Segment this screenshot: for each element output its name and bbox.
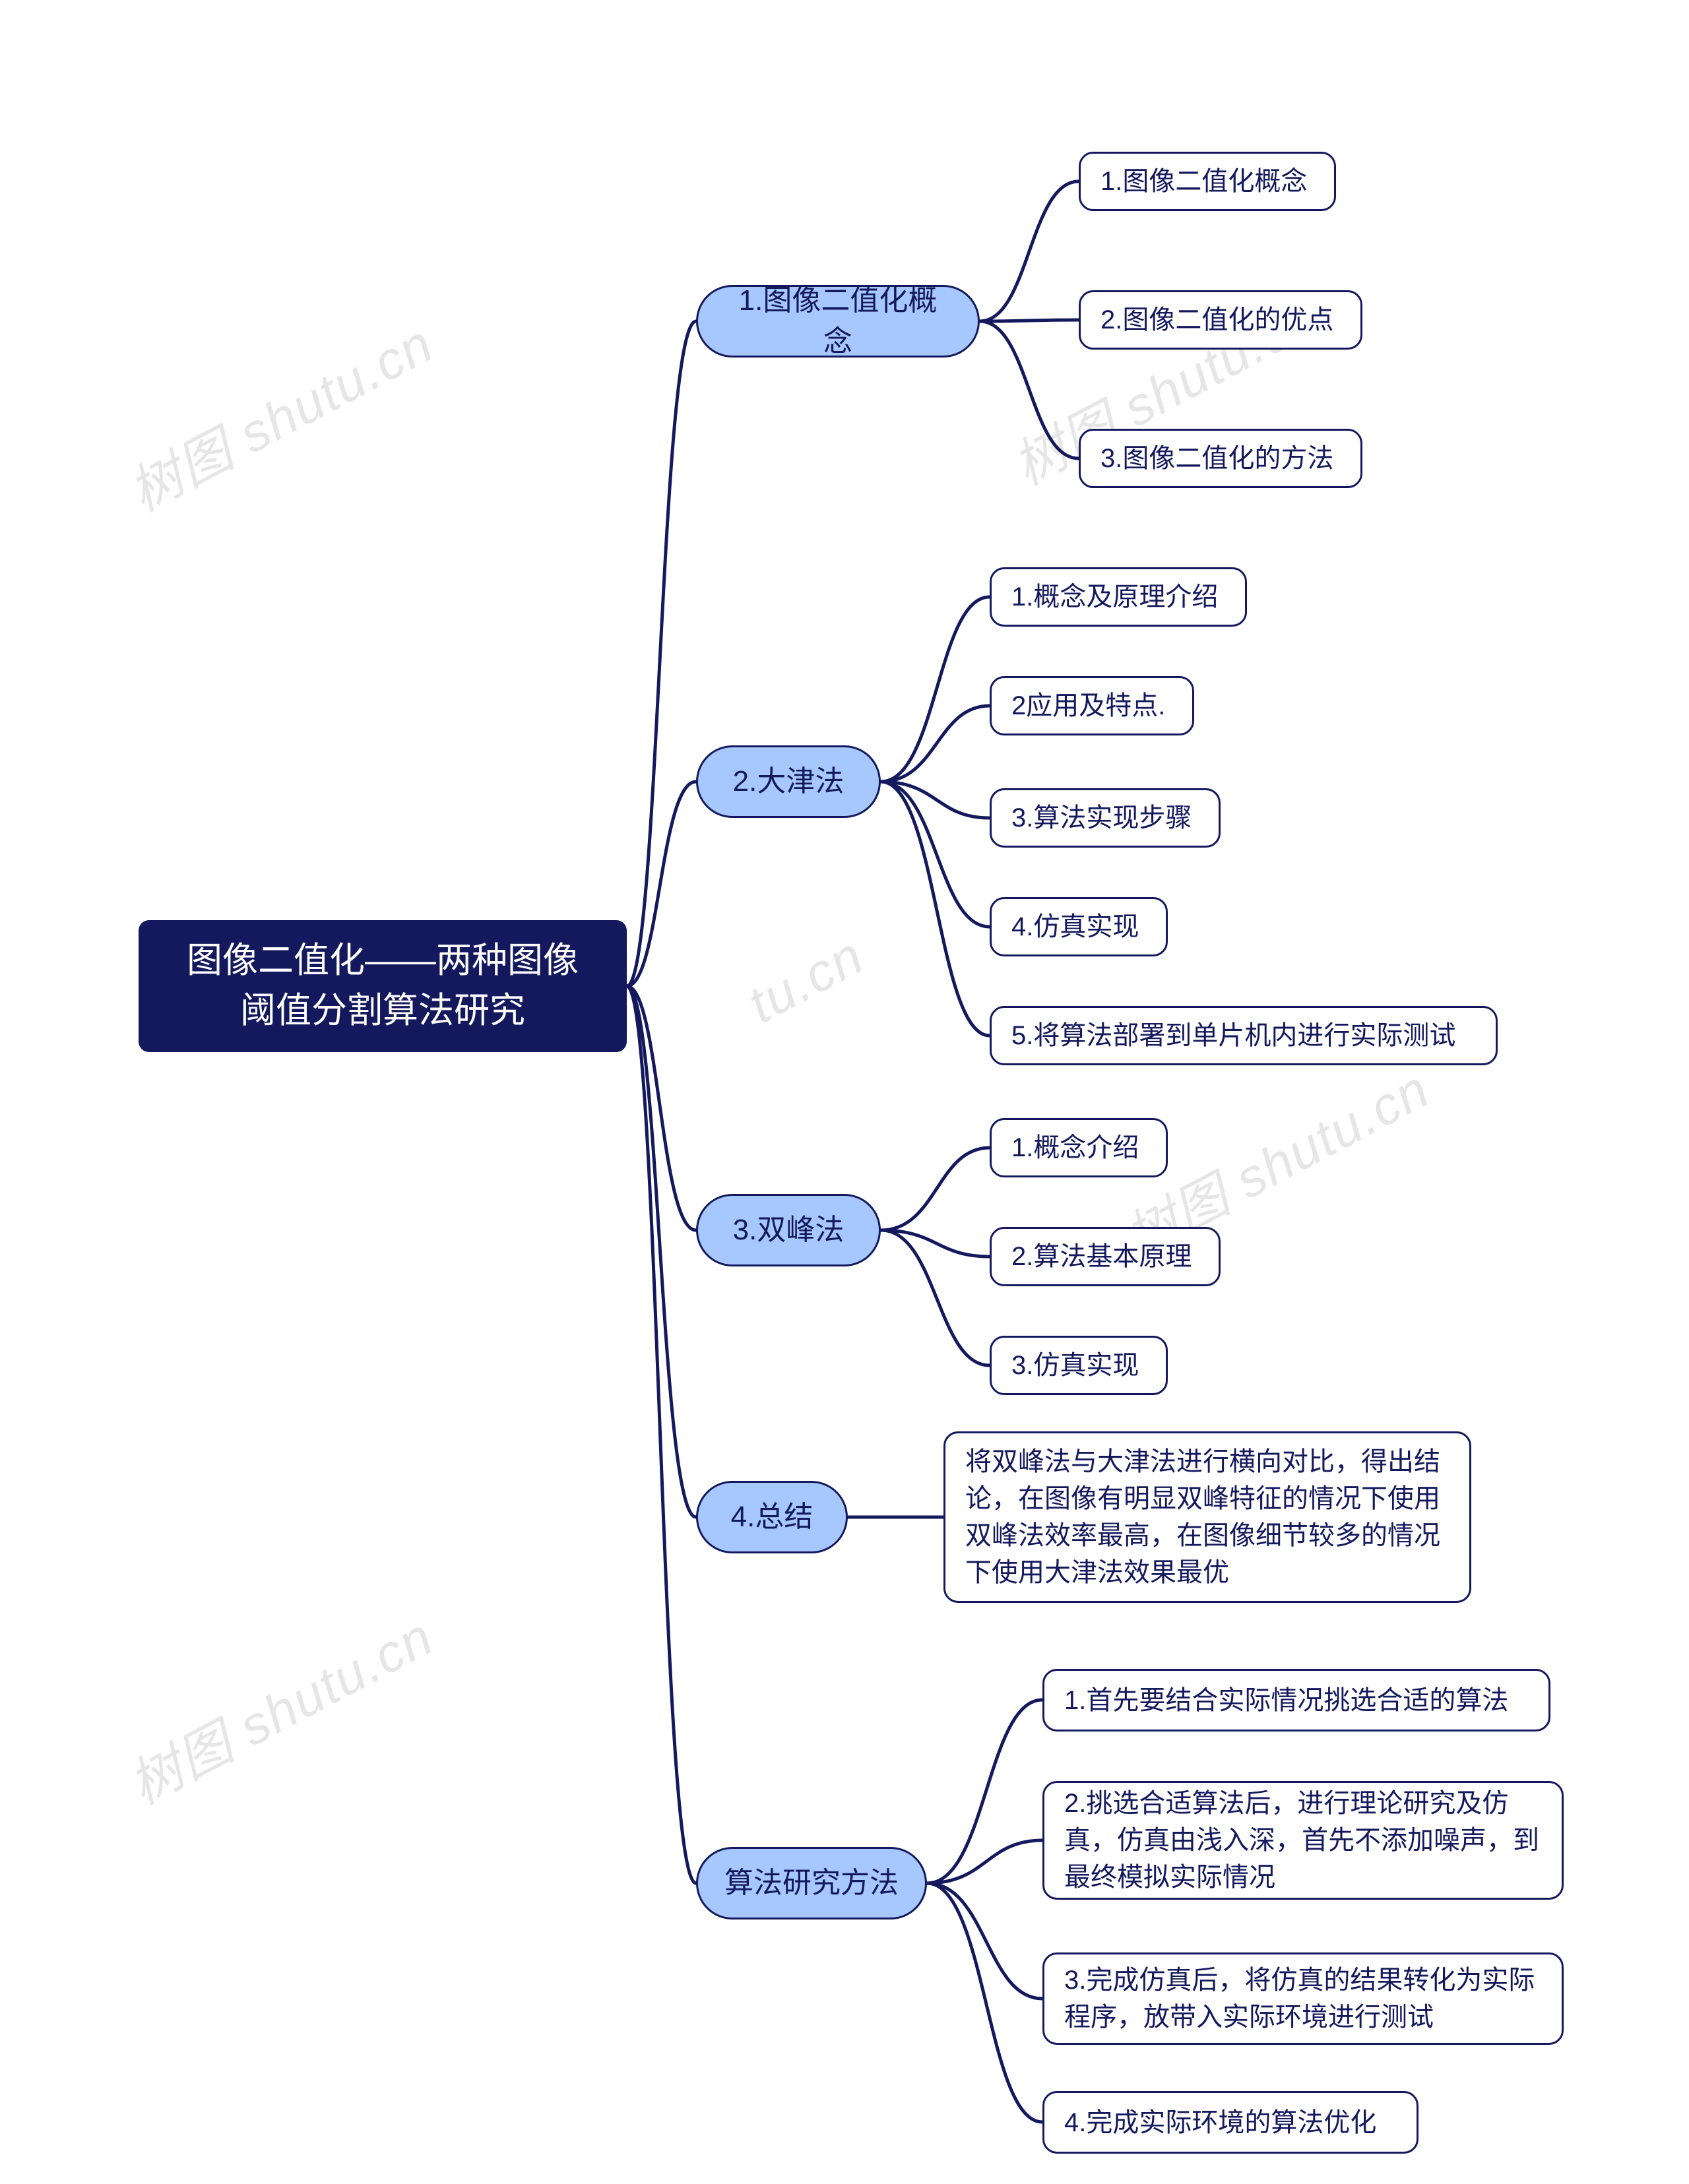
leaf-label: 1.概念介绍 (1011, 1129, 1139, 1166)
leaf-node: 2.算法基本原理 (990, 1227, 1221, 1286)
leaf-label: 3.算法实现步骤 (1011, 799, 1192, 836)
root-node: 图像二值化——两种图像阈值分割算法研究 (139, 920, 627, 1052)
root-label: 图像二值化——两种图像阈值分割算法研究 (187, 936, 579, 1036)
watermark: 树图 shutu.cn (113, 1595, 445, 1819)
leaf-node: 1.图像二值化概念 (1079, 152, 1336, 211)
leaf-label: 3.图像二值化的方法 (1100, 440, 1333, 477)
leaf-node: 1.概念介绍 (990, 1118, 1168, 1177)
leaf-node: 4.完成实际环境的算法优化 (1042, 2091, 1418, 2154)
leaf-node: 4.仿真实现 (990, 897, 1168, 956)
leaf-node: 1.概念及原理介绍 (990, 567, 1247, 627)
leaf-label: 3.仿真实现 (1011, 1347, 1139, 1384)
branch-label: 3.双峰法 (733, 1210, 844, 1251)
watermark: 树图 shutu.cn (113, 302, 445, 526)
watermark: tu.cn (738, 925, 874, 1035)
leaf-node: 2.挑选合适算法后，进行理论研究及仿真，仿真由浅入深，首先不添加噪声，到最终模拟… (1042, 1781, 1564, 1900)
leaf-label: 1.首先要结合实际情况挑选合适的算法 (1064, 1682, 1508, 1719)
leaf-label: 将双峰法与大津法进行横向对比，得出结论，在图像有明显双峰特征的情况下使用双峰法效… (965, 1443, 1450, 1591)
leaf-node: 2.图像二值化的优点 (1079, 290, 1362, 350)
branch-label: 4.总结 (731, 1497, 813, 1538)
leaf-node: 5.将算法部署到单片机内进行实际测试 (990, 1006, 1498, 1065)
leaf-node: 3.图像二值化的方法 (1079, 429, 1362, 488)
leaf-node: 3.仿真实现 (990, 1336, 1168, 1395)
leaf-label: 1.图像二值化概念 (1100, 163, 1307, 200)
leaf-node: 3.算法实现步骤 (990, 788, 1221, 848)
branch-label: 1.图像二值化概念 (724, 280, 951, 361)
leaf-node: 1.首先要结合实际情况挑选合适的算法 (1042, 1669, 1550, 1732)
leaf-label: 2.挑选合适算法后，进行理论研究及仿真，仿真由浅入深，首先不添加噪声，到最终模拟… (1064, 1785, 1542, 1896)
branch-node: 3.双峰法 (696, 1194, 881, 1266)
leaf-label: 3.完成仿真后，将仿真的结果转化为实际程序，放带入实际环境进行测试 (1064, 1962, 1542, 2036)
leaf-label: 2应用及特点. (1011, 687, 1165, 724)
leaf-node: 2应用及特点. (990, 676, 1194, 735)
leaf-label: 4.仿真实现 (1011, 908, 1139, 945)
leaf-label: 4.完成实际环境的算法优化 (1064, 2104, 1376, 2141)
branch-label: 算法研究方法 (724, 1863, 899, 1904)
branch-label: 2.大津法 (733, 761, 844, 802)
leaf-node: 3.完成仿真后，将仿真的结果转化为实际程序，放带入实际环境进行测试 (1042, 1952, 1564, 2045)
leaf-label: 1.概念及原理介绍 (1011, 578, 1218, 615)
branch-node: 1.图像二值化概念 (696, 285, 980, 358)
branch-node: 2.大津法 (696, 745, 881, 818)
leaf-node: 将双峰法与大津法进行横向对比，得出结论，在图像有明显双峰特征的情况下使用双峰法效… (943, 1431, 1471, 1603)
mindmap-canvas: 树图 shutu.cn 树图 shutu.cn tu.cn 树图 shutu.c… (0, 0, 1689, 2184)
leaf-label: 2.图像二值化的优点 (1100, 301, 1333, 338)
leaf-label: 5.将算法部署到单片机内进行实际测试 (1011, 1017, 1455, 1054)
branch-node: 算法研究方法 (696, 1847, 927, 1919)
branch-node: 4.总结 (696, 1481, 848, 1553)
leaf-label: 2.算法基本原理 (1011, 1238, 1192, 1275)
